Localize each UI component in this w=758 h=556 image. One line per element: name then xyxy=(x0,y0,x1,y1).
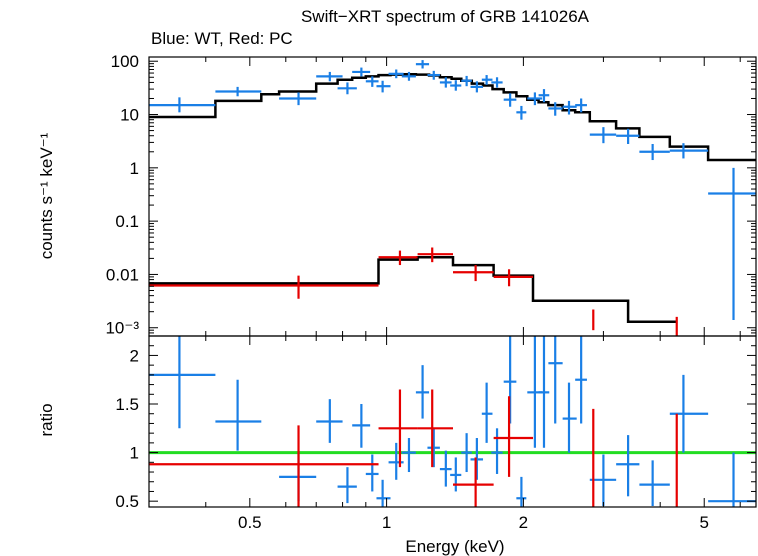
spectrum-point-wt xyxy=(575,98,587,113)
spectrum-point-wt xyxy=(352,67,371,77)
ratio-point-wt xyxy=(415,365,430,419)
x-tick-label: 2 xyxy=(519,513,528,532)
y-tick-label: 1 xyxy=(130,444,139,463)
chart-title: Swift−XRT spectrum of GRB 141026A xyxy=(301,7,590,26)
spectrum-point-wt xyxy=(503,93,517,107)
ratio-point-wt xyxy=(401,438,416,473)
spectrum-point-wt xyxy=(516,105,527,120)
spectrum-point-wt xyxy=(616,128,640,144)
y-tick-label: 1.5 xyxy=(115,395,139,414)
x-tick-label: 0.5 xyxy=(238,513,262,532)
x-tick-label: 5 xyxy=(699,513,708,532)
ratio-point-wt xyxy=(365,454,379,492)
spectrum-point-pc xyxy=(453,265,494,282)
ratio-point-wt xyxy=(562,382,577,453)
spectrum-point-wt xyxy=(215,86,262,97)
spectrum-point-wt xyxy=(365,76,379,87)
panel-frame-ratio xyxy=(148,335,757,508)
spectrum-point-wt xyxy=(450,80,462,91)
x-axis-label: Energy (keV) xyxy=(405,537,504,556)
chart-axes: 100 10 1 0.1 0.01 10⁻³ 0.5 1 1.5 2 0.5 1 2 5 xyxy=(105,52,757,532)
spectrum-point-wt xyxy=(548,102,563,116)
y-axis-label-ratio: ratio xyxy=(37,403,56,436)
y-tick-label: 1 xyxy=(130,159,139,178)
spectrum-point-wt xyxy=(461,75,472,87)
spectrum-point-wt xyxy=(401,71,416,81)
ratio-point-wt xyxy=(481,382,493,443)
ratio-point-wt xyxy=(450,457,462,492)
y-tick-label: 0.5 xyxy=(115,492,139,511)
ratio-point-wt xyxy=(376,479,391,507)
ratio-point-wt xyxy=(388,442,404,480)
spectrum-point-wt xyxy=(708,167,756,320)
chart-marks xyxy=(149,60,756,507)
spectrum-point-wt xyxy=(427,70,440,80)
spectrum-point-wt xyxy=(337,82,357,95)
ratio-point-pc xyxy=(378,389,418,468)
ratio-point-wt xyxy=(316,399,343,443)
ratio-point-wt xyxy=(708,452,756,507)
model-step-wt xyxy=(149,72,756,162)
ratio-point-pc xyxy=(493,396,534,477)
ratio-point-wt xyxy=(439,450,452,487)
y-tick-label: 100 xyxy=(111,52,139,71)
ratio-point-wt xyxy=(639,460,670,507)
ratio-point-wt xyxy=(470,438,484,480)
spectrum-point-wt xyxy=(589,127,617,144)
spectrum-point-wt xyxy=(439,77,452,88)
y-axis-label-spectrum: counts s⁻¹ keV⁻¹ xyxy=(37,132,56,259)
y-tick-label: 10 xyxy=(120,106,139,125)
spectrum-point-wt xyxy=(491,77,503,88)
ratio-point-wt xyxy=(149,336,216,429)
spectrum-point-wt xyxy=(527,92,543,106)
ratio-point-wt xyxy=(215,379,262,451)
spectrum-point-wt xyxy=(562,100,577,115)
panel-frame-spectrum xyxy=(148,56,757,337)
ratio-point-wt xyxy=(538,336,550,448)
ratio-point-wt xyxy=(516,476,527,507)
spectrum-point-wt xyxy=(639,143,670,161)
y-tick-label: 0.01 xyxy=(106,265,139,284)
spectrum-point-wt xyxy=(481,75,493,85)
spectrum-point-wt xyxy=(279,92,317,106)
ratio-point-wt xyxy=(548,336,563,424)
spectrum-point-wt xyxy=(316,71,343,82)
ratio-point-wt xyxy=(427,428,440,468)
model-step-pc xyxy=(149,256,677,323)
ratio-point-pc xyxy=(149,425,379,507)
spectrum-point-wt xyxy=(669,143,709,159)
ratio-point-wt xyxy=(616,435,640,497)
ratio-point-wt xyxy=(461,433,472,473)
ratio-point-wt xyxy=(337,467,357,504)
spectrum-point-wt xyxy=(538,89,550,103)
spectrum-point-wt xyxy=(415,60,430,69)
ratio-point-wt xyxy=(352,404,371,448)
spectrum-point-wt xyxy=(376,80,391,93)
spectrum-point-pc xyxy=(378,250,418,266)
spectrum-point-wt xyxy=(470,81,484,93)
spectrum-point-pc xyxy=(149,275,379,299)
x-tick-label: 1 xyxy=(382,513,391,532)
spectrum-point-wt xyxy=(149,97,216,113)
chart-subtitle: Blue: WT, Red: PC xyxy=(151,29,293,48)
ratio-point-wt xyxy=(491,428,503,474)
y-tick-label: 10⁻³ xyxy=(105,319,139,338)
y-tick-label: 0.1 xyxy=(115,212,139,231)
ratio-point-wt xyxy=(575,336,587,424)
ratio-point-wt xyxy=(669,374,709,453)
spectrum-point-pc xyxy=(493,269,534,287)
y-tick-label: 2 xyxy=(130,346,139,365)
spectrum-point-pc xyxy=(417,247,454,263)
spectrum-point-wt xyxy=(388,69,404,79)
ratio-point-pc xyxy=(453,457,494,507)
ratio-point-pc xyxy=(417,389,454,468)
